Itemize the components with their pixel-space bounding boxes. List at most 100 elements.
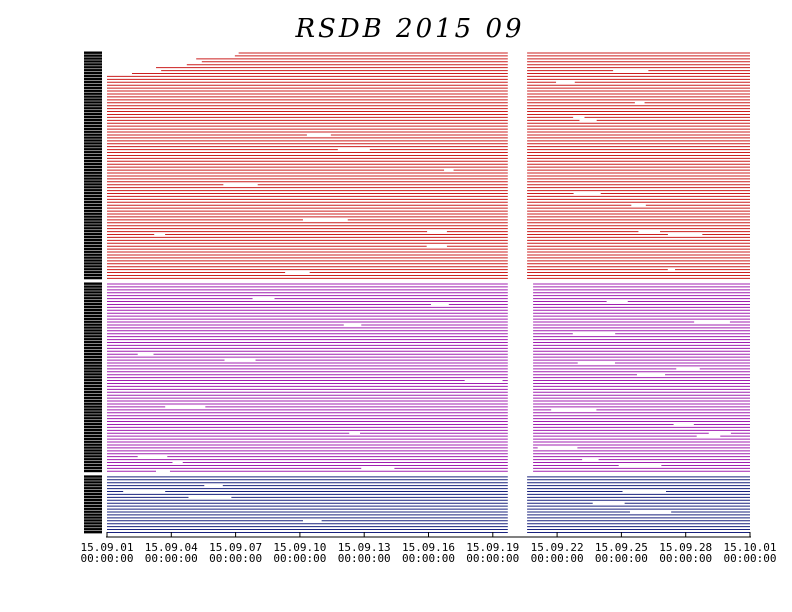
station-label [84, 265, 102, 268]
station-label [84, 373, 102, 376]
station-label [84, 273, 102, 277]
station-label [84, 504, 102, 508]
station-label [84, 66, 102, 69]
station-label [84, 130, 102, 133]
station-label [84, 440, 102, 443]
x-axis: 15.09.0100:00:0015.09.0400:00:0015.09.07… [81, 532, 777, 565]
station-label [84, 189, 102, 192]
station-label [84, 282, 102, 285]
station-label [84, 197, 102, 201]
station-label [84, 60, 102, 63]
station-label [84, 151, 102, 154]
station-label [84, 522, 102, 525]
station-label [84, 370, 102, 373]
station-label [84, 300, 102, 303]
station-label [84, 475, 102, 478]
station-label [84, 332, 102, 335]
station-label [84, 498, 102, 502]
station-label [84, 256, 102, 259]
station-label [84, 396, 102, 400]
station-label [84, 390, 102, 394]
station-label [84, 525, 102, 528]
station-label [84, 186, 102, 189]
station-label [84, 153, 102, 157]
station-label [84, 417, 102, 420]
station-label [84, 224, 102, 227]
station-label [84, 221, 102, 224]
station-rows [107, 52, 750, 533]
station-label [84, 463, 102, 467]
station-label [84, 288, 102, 291]
station-label [84, 481, 102, 484]
station-label [84, 232, 102, 236]
station-label [84, 101, 102, 104]
station-label [84, 291, 102, 294]
station-label [84, 77, 102, 81]
station-label [84, 466, 102, 470]
x-tick-label: 00:00:00 [724, 552, 777, 565]
station-label [84, 218, 102, 221]
station-label [84, 250, 102, 253]
station-label [84, 387, 102, 391]
x-tick-label: 00:00:00 [81, 552, 134, 565]
station-label [84, 513, 102, 516]
station-label [84, 63, 102, 66]
station-label [84, 174, 102, 177]
station-label [84, 329, 102, 332]
station-label [84, 461, 102, 464]
x-tick-label: 00:00:00 [402, 552, 455, 565]
station-label [84, 183, 102, 186]
station-label [84, 115, 102, 119]
station-label [84, 133, 102, 136]
x-tick-label: 15.09.07 [209, 541, 262, 554]
station-label [84, 361, 102, 364]
station-label [84, 259, 102, 262]
station-label [84, 215, 102, 218]
station-label [84, 54, 102, 57]
x-tick-label: 15.09.19 [466, 541, 519, 554]
station-label [84, 285, 102, 288]
station-label [84, 95, 102, 98]
station-label [84, 104, 102, 107]
station-label [84, 253, 102, 256]
station-label [84, 492, 102, 496]
station-label [84, 139, 102, 142]
station-label [84, 165, 102, 169]
station-label [84, 136, 102, 139]
station-label [84, 203, 102, 207]
station-label [84, 405, 102, 408]
station-label [84, 323, 102, 326]
station-label [84, 297, 102, 300]
x-tick-label: 15.10.01 [724, 541, 777, 554]
station-label [84, 428, 102, 432]
station-label [84, 148, 102, 151]
station-label [84, 177, 102, 180]
station-label [84, 422, 102, 426]
station-label [84, 121, 102, 125]
station-label [84, 437, 102, 441]
station-label [84, 194, 102, 198]
station-label [84, 458, 102, 461]
x-tick-label: 00:00:00 [531, 552, 584, 565]
station-label [84, 268, 102, 271]
station-label [84, 341, 102, 344]
station-label [84, 57, 102, 60]
station-label [84, 110, 102, 113]
x-tick-label: 00:00:00 [273, 552, 326, 565]
station-label [84, 530, 102, 534]
station-label [84, 69, 102, 72]
station-label [84, 516, 102, 519]
station-label [84, 343, 102, 347]
station-label [84, 326, 102, 329]
x-tick-label: 15.09.01 [81, 541, 134, 554]
station-label [84, 443, 102, 446]
station-label [84, 235, 102, 239]
station-label [84, 519, 102, 522]
station-label [84, 487, 102, 490]
station-label [84, 402, 102, 405]
station-label [84, 414, 102, 417]
station-label [84, 528, 102, 531]
station-label [84, 469, 102, 473]
station-label [84, 238, 102, 242]
